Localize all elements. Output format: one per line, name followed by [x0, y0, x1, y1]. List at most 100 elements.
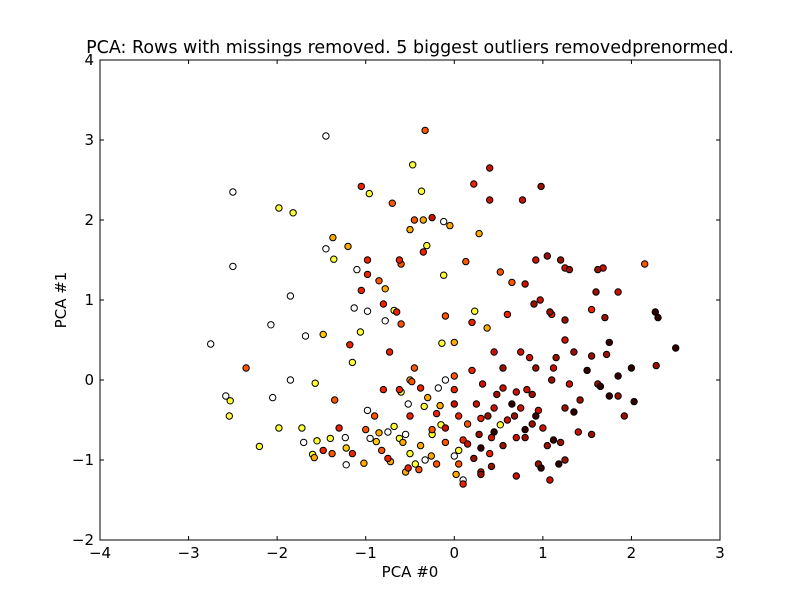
data-point [401, 430, 410, 439]
data-point [275, 204, 283, 212]
data-point [381, 285, 389, 293]
y-axis-label: PCA #1 [52, 272, 70, 329]
data-point [530, 300, 538, 308]
data-point [275, 424, 283, 432]
data-point [493, 390, 501, 399]
data-point [605, 338, 613, 347]
data-point [441, 438, 450, 447]
data-point [440, 271, 448, 279]
data-point [546, 476, 554, 484]
data-point [477, 414, 485, 423]
data-point [450, 385, 458, 394]
data-point [452, 470, 460, 479]
data-point [561, 456, 569, 464]
data-point [455, 412, 463, 420]
data-point [605, 392, 613, 400]
data-point [470, 180, 478, 188]
y-tick-label: −2 [72, 531, 94, 549]
data-point [267, 321, 275, 329]
data-point [335, 424, 343, 432]
data-point [508, 278, 516, 287]
data-point [411, 460, 419, 468]
data-point [289, 209, 297, 217]
data-point [478, 380, 487, 388]
data-point [641, 260, 649, 268]
data-point [565, 380, 574, 388]
data-point [348, 449, 357, 458]
y-tick-label: 4 [84, 51, 94, 69]
data-point [441, 376, 450, 384]
data-point [395, 256, 404, 264]
data-point [583, 366, 591, 375]
data-point [521, 433, 529, 442]
data-point [552, 353, 560, 362]
data-point [517, 348, 525, 356]
data-point [356, 328, 365, 336]
data-point [286, 376, 295, 384]
data-point [512, 433, 520, 442]
data-point [424, 393, 432, 402]
data-point [365, 189, 373, 198]
data-point [537, 182, 545, 191]
data-point [301, 332, 310, 340]
data-point [512, 472, 520, 480]
data-point [404, 464, 412, 472]
x-tick-label: 0 [450, 544, 460, 562]
data-point [379, 385, 388, 394]
data-point [450, 372, 458, 380]
data-point [363, 307, 372, 315]
data-point [372, 437, 380, 446]
data-point [475, 430, 483, 439]
data-point [353, 265, 361, 274]
data-point [360, 459, 368, 467]
data-point [630, 397, 638, 406]
data-point [503, 310, 512, 319]
data-point [269, 393, 277, 402]
data-point [521, 425, 529, 434]
data-point [311, 379, 319, 387]
data-point [286, 292, 295, 300]
data-point [499, 441, 507, 450]
data-point [614, 288, 622, 296]
data-point [330, 255, 338, 263]
data-point [329, 233, 337, 242]
data-point [470, 454, 478, 463]
data-point [319, 330, 327, 339]
data-point [379, 300, 388, 308]
data-point [450, 400, 458, 408]
data-point [385, 348, 394, 356]
data-point [255, 442, 264, 451]
data-point [363, 270, 372, 279]
data-point [518, 196, 527, 204]
data-point [672, 344, 680, 352]
data-point [532, 364, 540, 372]
data-point [651, 308, 659, 316]
data-point [574, 428, 582, 436]
data-point [455, 460, 463, 468]
data-point [471, 307, 479, 315]
data-point [419, 248, 427, 256]
data-point [326, 434, 334, 443]
data-point [532, 256, 540, 264]
y-tick-label: 0 [84, 371, 94, 389]
x-axis-ticks: −4 −3 −2 −1 0 1 2 3 [89, 60, 725, 562]
data-point [587, 430, 596, 439]
data-point [543, 441, 551, 450]
data-point [484, 412, 492, 420]
data-point [510, 412, 519, 420]
data-point [441, 424, 450, 432]
data-point [472, 400, 481, 408]
data-point [410, 216, 419, 224]
data-point [508, 400, 516, 408]
data-point [384, 454, 392, 463]
data-point [225, 412, 234, 420]
data-point [427, 452, 435, 460]
data-point [490, 428, 498, 436]
data-point [346, 341, 354, 349]
data-point [421, 126, 429, 135]
data-point [406, 412, 414, 420]
data-point [357, 286, 365, 295]
data-points [207, 126, 680, 488]
data-point [592, 288, 600, 296]
data-point [459, 436, 467, 444]
